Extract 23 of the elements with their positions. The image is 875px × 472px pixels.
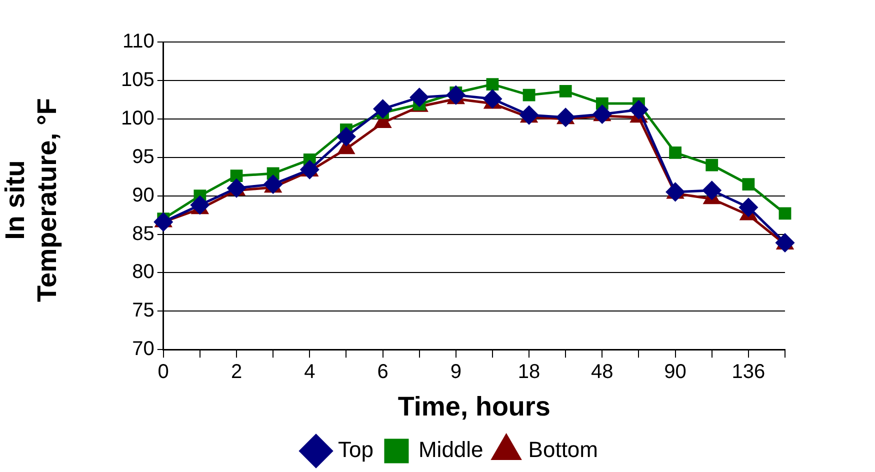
y-tick-label: 95: [132, 146, 154, 168]
x-tick-label: 4: [304, 361, 316, 384]
x-tick-label: 0: [158, 361, 169, 384]
y-tick-label: 80: [132, 261, 154, 284]
x-tick-label: 90: [664, 361, 686, 384]
x-tick-label: 6: [377, 361, 388, 384]
y-tick-label: 85: [132, 222, 154, 245]
y-tick-label: 105: [120, 68, 154, 91]
x-tick-label: 9: [450, 361, 462, 384]
y-tick-label: 90: [132, 184, 154, 206]
x-axis-title: Time, hours: [398, 391, 550, 422]
x-tick-label: 136: [732, 361, 766, 384]
y-tick-label: 70: [132, 338, 154, 360]
y-tick-label: 110: [122, 30, 154, 53]
x-tick-label: 2: [230, 361, 242, 384]
legend-label: Top: [338, 437, 374, 462]
y-tick-label: 100: [120, 107, 154, 130]
x-tick-label: 18: [518, 361, 540, 384]
x-tick-label: 48: [591, 361, 614, 384]
legend-label: Middle: [418, 437, 484, 462]
y-axis-title: In situ Temperature, °F: [0, 97, 63, 304]
y-tick-label: 75: [132, 300, 154, 322]
legend-label: Bottom: [528, 437, 598, 462]
